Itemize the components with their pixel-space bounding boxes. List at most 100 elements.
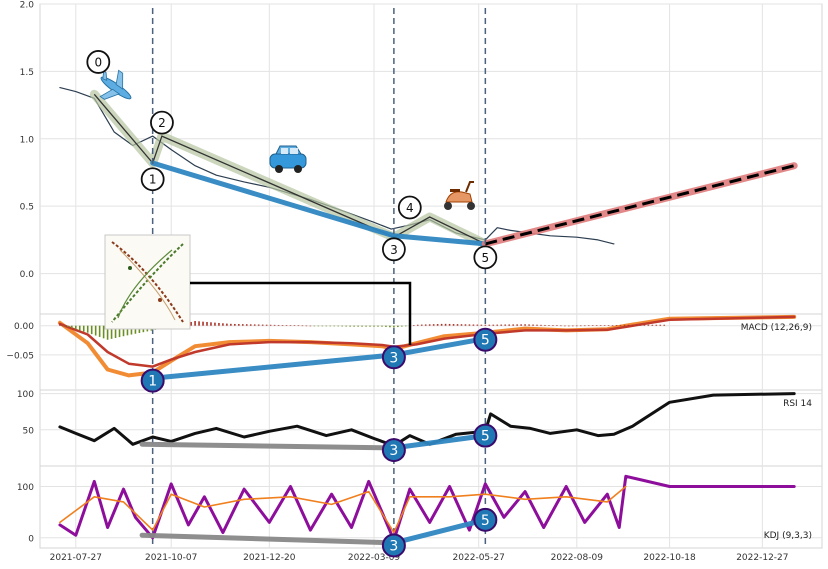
macd-histogram-bar	[647, 324, 650, 326]
macd-histogram-bar	[277, 324, 280, 326]
macd-histogram-bar	[560, 325, 562, 327]
macd-histogram-bar	[544, 324, 546, 326]
macd-histogram-bar	[285, 325, 288, 326]
series-line-trend	[391, 433, 488, 451]
macd-histogram-bar	[249, 324, 252, 326]
macd-histogram-bar	[444, 323, 447, 326]
macd-histogram-bar	[67, 325, 69, 328]
macd-histogram-bar	[313, 325, 316, 327]
macd-histogram-bar	[230, 323, 232, 326]
series-line-rsi	[58, 392, 796, 448]
macd-histogram-bar	[78, 325, 81, 331]
indicator-label-circle	[381, 533, 406, 558]
macd-histogram-bar	[198, 321, 200, 326]
macd-histogram-bar	[619, 324, 622, 326]
macd-histogram-bar	[82, 325, 85, 332]
macd-histogram-bar	[321, 325, 324, 327]
macd-histogram-bar	[393, 325, 395, 328]
macd-histogram-bar	[202, 321, 204, 326]
macd-histogram-bar	[651, 324, 654, 326]
macd-histogram-bar	[297, 325, 300, 327]
macd-histogram-bar	[273, 324, 276, 326]
indicator-label-circle	[381, 438, 406, 463]
macd-histogram-bar	[102, 325, 105, 339]
macd-histogram-bar	[238, 324, 240, 326]
grid-lines	[40, 3, 822, 548]
macd-histogram-bar	[381, 325, 383, 327]
macd-histogram-bar	[460, 324, 463, 326]
macd-histogram-bar	[301, 325, 304, 327]
macd-histogram-bar	[325, 325, 328, 327]
scooter-icon	[444, 181, 475, 210]
macd-histogram-bar	[528, 324, 530, 326]
macd-histogram-bar	[245, 324, 248, 326]
macd-histogram-bar	[468, 324, 471, 326]
macd-histogram-bar	[488, 324, 491, 326]
macd-histogram-bar	[194, 321, 196, 326]
macd-histogram-bar	[261, 324, 264, 326]
macd-histogram-bar	[524, 324, 526, 326]
macd-histogram-bar	[353, 325, 355, 327]
macd-histogram-bar	[90, 325, 93, 335]
macd-histogram-bar	[341, 325, 343, 327]
macd-histogram-bar	[389, 325, 391, 328]
macd-histogram-bar	[452, 324, 455, 326]
macd-histogram-bar	[210, 322, 212, 326]
macd-histogram-bar	[110, 325, 113, 339]
macd-histogram-bar	[218, 322, 220, 326]
x-tick-label: 2022-12-27	[736, 553, 788, 563]
macd-histogram-bar	[436, 324, 439, 326]
macd-histogram-bar	[385, 325, 387, 327]
macd-histogram-bar	[432, 324, 435, 326]
inset-connector-line	[190, 281, 412, 345]
macd-histogram-bar	[59, 324, 61, 326]
wave-label-circle	[140, 167, 165, 192]
macd-histogram-bar	[607, 325, 610, 326]
indicator-label-text: 5	[481, 513, 490, 529]
macd-histogram-bar	[508, 324, 510, 326]
y-tick-label: 1.0	[20, 135, 35, 145]
macd-histogram-bar	[365, 325, 367, 327]
y-tick-label: −0.05	[6, 351, 34, 361]
panel-indicator-label: MACD (12,26,9)	[741, 323, 812, 333]
series-line-trend	[391, 517, 488, 546]
macd-histogram-bar	[615, 324, 618, 326]
macd-histogram-bar	[556, 325, 558, 326]
series-line-trend	[139, 441, 397, 451]
macd-histogram-bar	[401, 325, 403, 327]
macd-histogram-bar	[424, 324, 427, 326]
x-tick-label: 2022-05-27	[453, 553, 505, 563]
indicator-label-text: 3	[389, 443, 398, 459]
wave-label-circle	[86, 50, 111, 74]
wave-label-text: 5	[482, 251, 490, 265]
indicator-label-text: 3	[389, 538, 398, 554]
indicator-label-circle	[140, 368, 165, 393]
macd-histogram-bar	[190, 321, 192, 326]
macd-histogram-bar	[317, 325, 320, 327]
car-icon	[269, 145, 307, 173]
macd-histogram-bar	[397, 325, 399, 328]
wave-label-text: 0	[94, 55, 102, 69]
indicator-label-circle	[381, 345, 406, 370]
macd-histogram-bar	[595, 325, 598, 326]
macd-histogram-bar	[305, 325, 308, 327]
x-tick-label: 2022-10-18	[643, 553, 696, 563]
macd-histogram-bar	[98, 325, 101, 337]
macd-histogram-bar	[579, 325, 582, 327]
macd-histogram-bar	[472, 324, 475, 326]
macd-histogram-bar	[94, 325, 97, 336]
macd-histogram-bar	[623, 324, 626, 326]
macd-histogram-bar	[281, 325, 284, 326]
macd-histogram-bar	[456, 324, 459, 326]
y-tick-label: 1.5	[20, 68, 34, 78]
wave-label-text: 2	[158, 116, 166, 130]
macd-histogram-bar	[599, 325, 602, 326]
axis-ticks: 2.01.51.00.50.00.00−0.051005010002021-07…	[6, 1, 788, 564]
y-tick-label: 50	[23, 426, 35, 436]
x-tick-label: 2022-03-09	[348, 553, 401, 563]
indicator-label-text: 3	[389, 350, 398, 366]
macd-histogram-bar	[412, 325, 415, 326]
macd-histogram-bar	[416, 324, 419, 326]
airplane-icon	[99, 69, 132, 100]
macd-histogram-bar	[361, 325, 363, 327]
